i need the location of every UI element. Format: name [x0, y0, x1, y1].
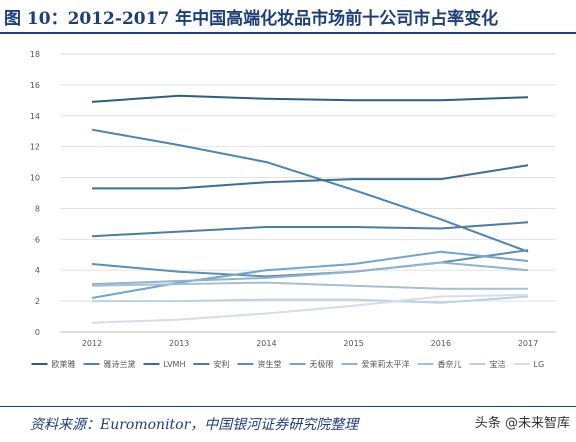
y-tick-label: 0: [35, 328, 40, 337]
series-line: [91, 281, 528, 290]
legend: 欧莱雅 雅诗兰黛 LVMH 安利 资生堂 无极限 爱茉莉太平洋 香奈儿 宝洁 LG: [31, 359, 545, 369]
y-tick-label: 18: [30, 50, 40, 59]
y-tick-label: 2: [35, 297, 40, 306]
legend-label: 安利: [214, 359, 230, 369]
source-note: 资料来源：Euromonitor，中国银河证券研究院整理: [30, 417, 359, 433]
y-tick-label: 14: [30, 112, 40, 121]
y-tick-label: 16: [30, 81, 40, 90]
series-line: [91, 94, 529, 103]
series-line: [92, 164, 529, 190]
legend-label: 雅诗兰黛: [104, 359, 136, 369]
footer-divider: [0, 406, 576, 407]
line-chart: 0 2 4 6 8 10 12 14 16 18 2012 2013 2014 2015 2016 2017…: [30, 50, 556, 369]
watermark: 头条 @未来智库: [474, 416, 570, 431]
series-line: [91, 128, 529, 253]
y-axis: 0 2 4 6 8 10 12 14 16 18: [30, 50, 40, 337]
series-line: [91, 221, 529, 238]
x-axis: 2012 2013 2014 2015 2016 2017: [82, 339, 538, 348]
legend-label: 香奈儿: [438, 359, 462, 369]
x-tick-label: 2014: [256, 339, 276, 348]
legend-label: 宝洁: [490, 359, 506, 369]
gridlines: [60, 53, 556, 333]
x-tick-label: 2012: [82, 339, 102, 348]
y-tick-label: 6: [35, 235, 40, 244]
legend-label: LVMH: [164, 360, 186, 369]
x-tick-label: 2015: [343, 339, 363, 348]
y-tick-label: 4: [35, 266, 40, 275]
y-tick-label: 12: [30, 143, 40, 152]
legend-label: 资生堂: [258, 359, 282, 369]
legend-label: 爱茉莉太平洋: [362, 359, 410, 369]
x-tick-label: 2016: [431, 339, 451, 348]
title-divider: [0, 32, 576, 34]
legend-label: LG: [534, 360, 545, 369]
x-tick-label: 2013: [169, 339, 189, 348]
series-line: [91, 261, 529, 286]
legend-label: 无极限: [310, 359, 334, 369]
series-line: [91, 293, 529, 324]
chart-title: 图 10：2012-2017 年中国高端化妆品市场前十公司市占率变化: [4, 9, 499, 29]
legend-label: 欧莱雅: [52, 359, 76, 369]
series-line: [92, 295, 529, 304]
x-tick-label: 2017: [518, 339, 538, 348]
series-lines: [91, 94, 529, 324]
y-tick-label: 8: [35, 204, 40, 213]
y-tick-label: 10: [30, 174, 40, 183]
